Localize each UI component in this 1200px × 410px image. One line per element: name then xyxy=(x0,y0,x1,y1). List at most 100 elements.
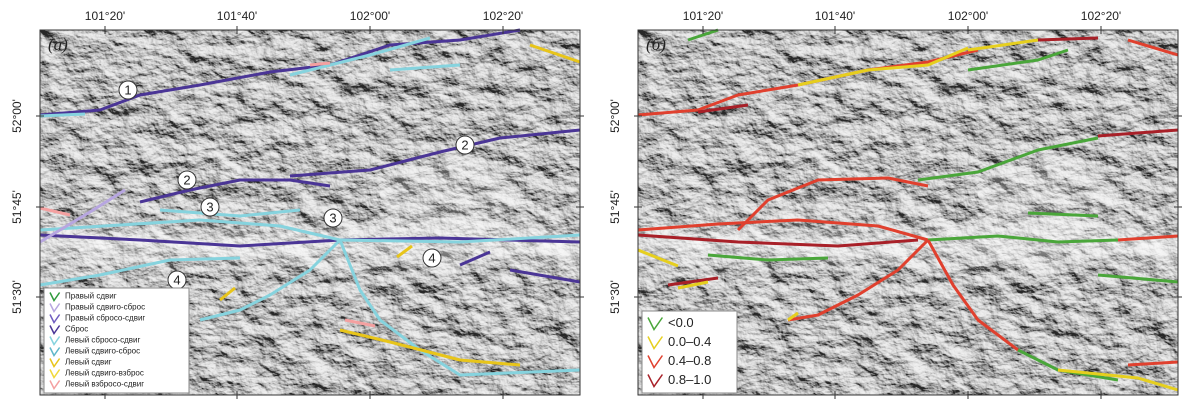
legend-label: Сброс xyxy=(65,325,88,334)
x-tick-label: 102°00' xyxy=(350,9,390,23)
legend-label: Левый сбросо-сдвиг xyxy=(65,336,140,345)
legend-swatch xyxy=(49,347,61,357)
y-tick-label: 51°45' xyxy=(608,190,622,224)
fault-line xyxy=(917,136,1099,182)
legend-label: Левый сдвиго-сброс xyxy=(65,347,140,356)
legend-label: <0.0 xyxy=(668,315,694,330)
legend-swatch xyxy=(49,336,61,346)
legend-label: Правый сдвиго-сброс xyxy=(65,303,145,312)
fault-line xyxy=(1127,38,1179,57)
fault-line xyxy=(926,239,1019,352)
legend-swatch xyxy=(647,317,664,331)
legend-label: Левый взбросо-сдвиг xyxy=(65,380,144,389)
fault-line xyxy=(1027,211,1099,218)
x-tick-label: 101°20' xyxy=(85,9,125,23)
legend-label: Правый сдвиг xyxy=(65,292,117,301)
x-tick-label: 102°00' xyxy=(948,9,988,23)
fault-line xyxy=(39,218,341,242)
fault-line xyxy=(787,238,930,322)
fault-line xyxy=(1097,273,1179,284)
legend-label: 0.0–0.4 xyxy=(668,334,711,349)
fault-line xyxy=(219,286,236,302)
x-tick-label: 102°20' xyxy=(483,9,523,23)
fault-number-marker xyxy=(422,248,442,268)
legend-label: Правый сбросо-сдвиг xyxy=(65,314,145,323)
panel-frame xyxy=(637,29,1179,396)
y-tick-label: 51°30' xyxy=(608,280,622,314)
y-tick-label: 51°45' xyxy=(10,190,24,224)
fault-line xyxy=(39,206,71,217)
x-tick-label: 102°20' xyxy=(1081,9,1121,23)
fault-number: 2 xyxy=(183,172,190,187)
massif-shade xyxy=(380,155,520,235)
legend-label: Левый сдвиго-взброс xyxy=(65,369,144,378)
fault-line xyxy=(309,61,331,67)
legend-swatch xyxy=(647,374,664,388)
massif-shade xyxy=(978,155,1118,235)
map-panel: (б) 101°20' 101°40' 102°00' 102°20' 52°00' 51°… xyxy=(608,9,1182,399)
fault-line xyxy=(289,128,581,178)
fault-line xyxy=(787,311,799,322)
x-tick-label: 101°20' xyxy=(683,9,723,23)
legend-swatch xyxy=(49,380,61,390)
legend-swatch xyxy=(49,325,61,335)
fault-line xyxy=(39,28,521,117)
fault-line xyxy=(667,276,719,287)
y-tick-label: 52°00' xyxy=(608,99,622,133)
fault-line xyxy=(797,46,969,87)
fault-line xyxy=(1127,360,1179,367)
fault-line xyxy=(159,208,301,218)
legend-swatch xyxy=(49,292,61,302)
panel-frame xyxy=(39,29,581,396)
fault-line xyxy=(637,248,679,268)
fault-line xyxy=(1037,36,1099,42)
legend-box xyxy=(43,287,190,394)
fault-line xyxy=(389,63,461,72)
legend-swatch xyxy=(647,355,664,369)
fault-line xyxy=(139,178,331,204)
fault-line xyxy=(927,234,1119,244)
x-tick-label: 101°40' xyxy=(815,9,855,23)
fault-line xyxy=(637,233,919,248)
fault-line xyxy=(707,253,829,262)
fault-line xyxy=(687,28,719,42)
y-tick-label: 52°00' xyxy=(10,99,24,133)
fault-line xyxy=(1117,234,1179,242)
legend-swatch xyxy=(647,336,664,350)
fault-line xyxy=(1097,128,1179,138)
fault-line xyxy=(459,250,491,267)
fault-number: 2 xyxy=(461,137,468,152)
fault-line xyxy=(344,318,376,328)
fault-line xyxy=(199,238,342,322)
fault-line xyxy=(39,233,581,248)
fault-number-marker xyxy=(200,197,220,217)
fault-line xyxy=(39,112,86,118)
legend-label: 0.8–1.0 xyxy=(668,372,711,387)
y-tick-label: 51°30' xyxy=(10,280,24,314)
fault-line xyxy=(339,233,581,244)
legend-swatch xyxy=(49,358,61,368)
fault-number: 1 xyxy=(124,82,131,97)
fault-line xyxy=(39,256,241,287)
fault-number: 3 xyxy=(329,210,336,225)
fault-number: 4 xyxy=(428,250,435,265)
fault-number: 3 xyxy=(206,199,213,214)
fault-line xyxy=(339,328,521,367)
fault-line xyxy=(289,36,431,77)
fault-line xyxy=(736,176,929,232)
x-tick-label: 101°40' xyxy=(217,9,257,23)
legend-swatch xyxy=(49,314,61,324)
fault-line xyxy=(637,218,929,242)
fault-number-marker xyxy=(455,135,475,155)
fault-line xyxy=(509,268,581,284)
fault-line xyxy=(967,48,1069,72)
fault-line xyxy=(697,103,749,114)
fault-line xyxy=(39,188,126,244)
legend-label: 0.4–0.8 xyxy=(668,353,711,368)
map-panel: (а) 101°20' 101°40' 102°00' 102°20' 52°00' 51°… xyxy=(10,9,584,399)
legend-label: Левый сдвиг xyxy=(65,358,112,367)
fault-line xyxy=(1057,368,1179,392)
fault-number: 4 xyxy=(173,272,180,287)
fault-line xyxy=(677,280,709,290)
